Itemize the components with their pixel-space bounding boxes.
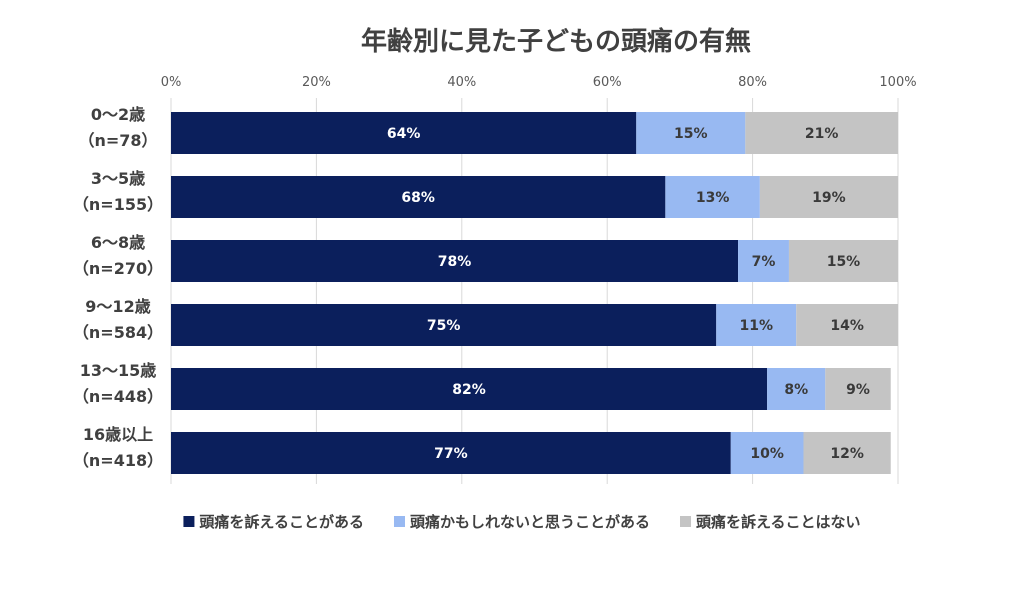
legend-item: 頭痛かもしれないと思うことがある [393,513,650,531]
x-tick-label: 100% [879,75,916,90]
bar-segment [636,112,746,154]
data-label: 15% [827,254,861,270]
data-label: 78% [438,254,472,270]
bar-segment [171,240,739,282]
y-category-label: （n=155） [73,195,163,214]
legend-item: 頭痛を訴えることがある [183,513,364,531]
bar-segment [716,304,797,346]
data-label: 77% [434,446,468,462]
data-label: 10% [750,446,784,462]
data-label: 64% [387,126,421,142]
data-label: 11% [739,318,773,334]
data-label: 15% [674,126,708,142]
bar-segment [788,240,898,282]
bar-segment [665,176,760,218]
data-label: 75% [427,318,461,334]
data-label: 82% [452,382,486,398]
data-label: 8% [784,382,808,398]
bar-segment [796,304,898,346]
bar-segment [171,176,666,218]
gridlines [170,98,899,484]
y-category-label: 6～8歳 [91,233,145,252]
x-tick-label: 60% [593,75,622,90]
legend-label: 頭痛を訴えることがある [199,513,364,531]
y-category-label: （n=448） [73,387,163,406]
bar-segment [171,368,768,410]
chart-title: 年齢別に見た子どもの頭痛の有無 [361,26,751,57]
bars: 64% 15% 21% 68% 13% 19% 78% 7% 15% 75% 11% 14% 82% 8%… [171,112,898,474]
bar-segment [171,112,637,154]
y-category-label: （n=78） [78,131,157,150]
y-category-label: （n=270） [73,259,163,278]
bar-segment [738,240,789,282]
data-label: 19% [812,190,846,206]
y-category-label: （n=418） [73,451,163,470]
data-label: 68% [401,190,435,206]
y-category-label: （n=584） [73,323,163,342]
data-label: 21% [805,126,839,142]
x-tick-label: 80% [738,75,767,90]
data-label: 13% [696,190,730,206]
data-label: 14% [830,318,864,334]
x-tick-label: 0% [161,75,182,90]
y-category-label: 13～15歳 [80,361,157,380]
bar-segment [745,112,898,154]
y-category-label: 16歳以上 [83,425,153,444]
legend: 頭痛を訴えることがある 頭痛かもしれないと思うことがある 頭痛を訴えることはない [183,513,861,531]
x-axis: 0% 20% 40% 60% 80% 100% [161,75,917,90]
y-category-label: 0～2歳 [91,105,145,124]
data-label: 9% [846,382,870,398]
data-label: 12% [830,446,864,462]
data-label: 7% [752,254,776,270]
bar-segment [759,176,898,218]
y-category-label: 3～5歳 [91,169,145,188]
x-tick-label: 40% [447,75,476,90]
bar-segment [803,432,891,474]
bar-segment [171,304,717,346]
legend-swatch [183,516,195,527]
legend-label: 頭痛かもしれないと思うことがある [410,513,650,531]
legend-item: 頭痛を訴えることはない [680,513,861,531]
bar-segment [767,368,826,410]
y-category-label: 9～12歳 [85,297,150,316]
legend-swatch [680,516,692,527]
bar-segment [171,432,731,474]
legend-label: 頭痛を訴えることはない [696,513,861,531]
x-tick-label: 20% [302,75,331,90]
legend-swatch [393,516,405,527]
y-axis: 0～2歳 （n=78） 3～5歳 （n=155） 6～8歳 （n=270） 9～12歳 （n=… [73,105,163,470]
bar-segment [825,368,891,410]
bar-segment [730,432,804,474]
